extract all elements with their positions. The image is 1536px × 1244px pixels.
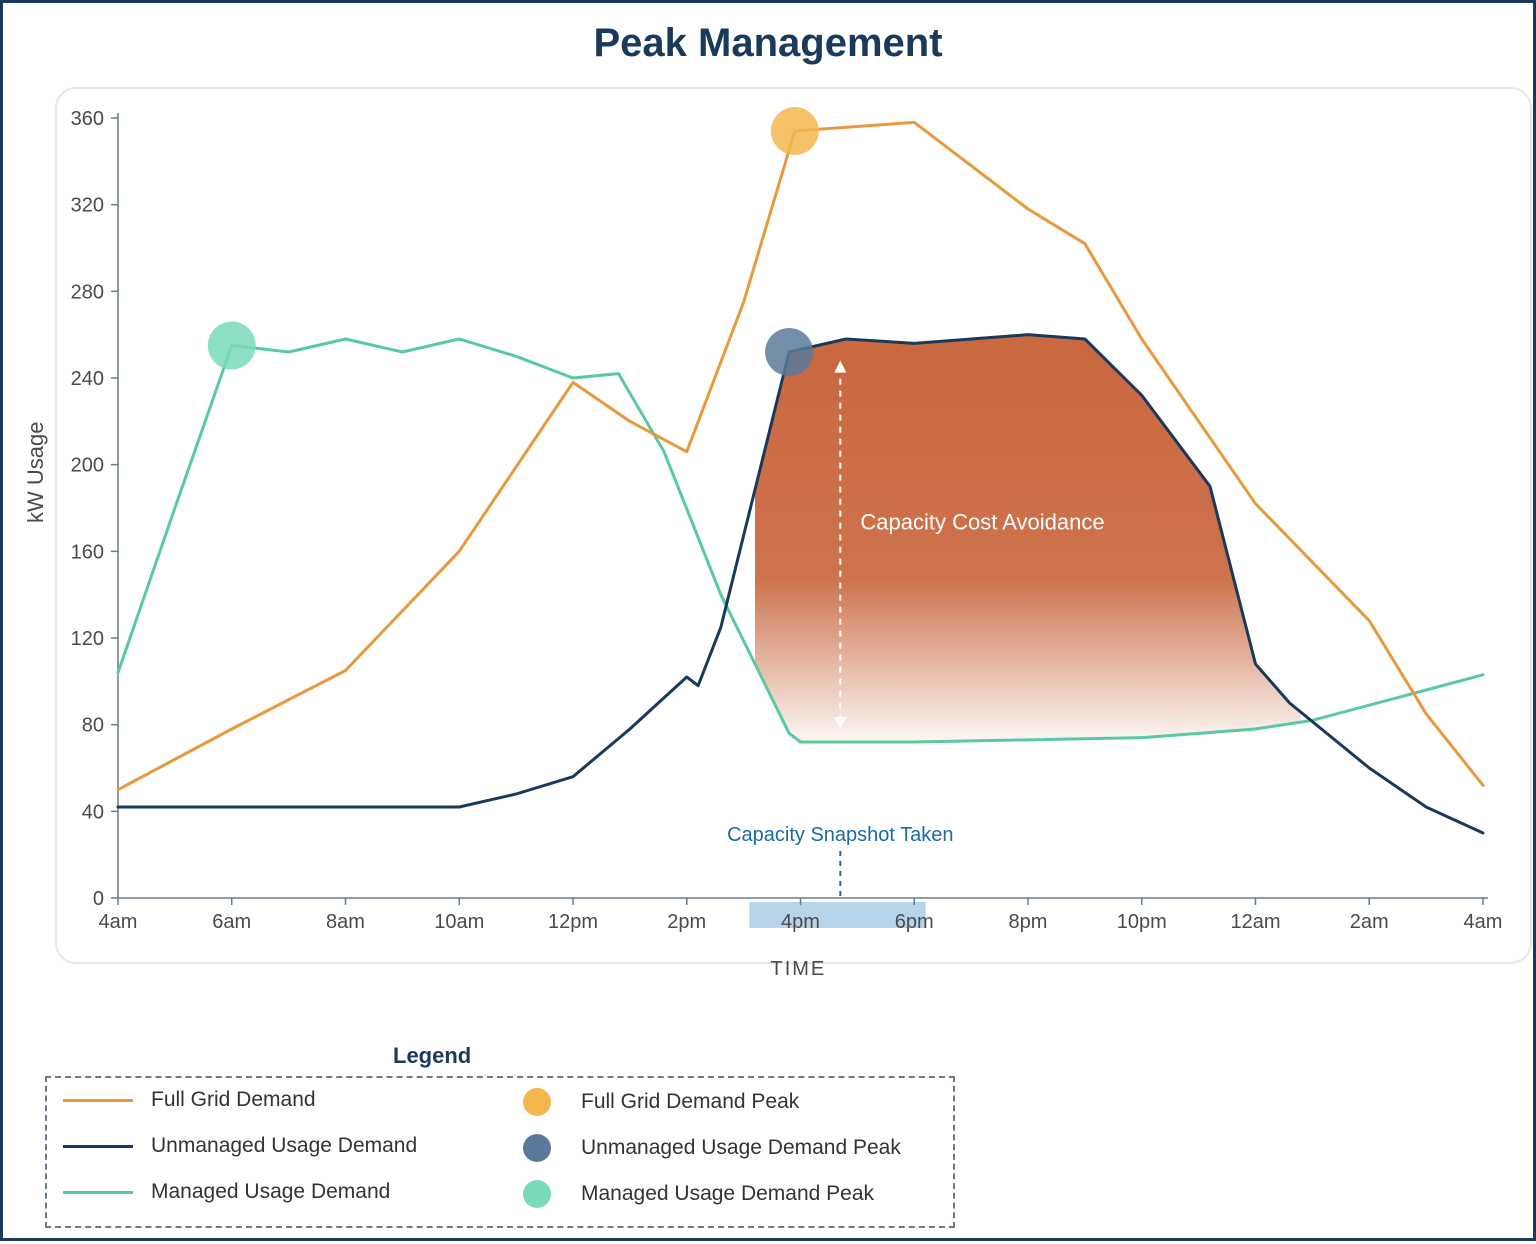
svg-text:6pm: 6pm: [895, 911, 934, 933]
legend-item: Managed Usage Demand: [63, 1180, 390, 1204]
svg-text:280: 280: [71, 281, 104, 303]
svg-text:12am: 12am: [1230, 911, 1280, 933]
svg-text:160: 160: [71, 541, 104, 563]
svg-text:12pm: 12pm: [548, 911, 598, 933]
svg-text:80: 80: [82, 715, 104, 737]
legend-label: Unmanaged Usage Demand: [151, 1134, 417, 1158]
legend-label: Full Grid Demand: [151, 1088, 316, 1112]
legend-line-swatch: [63, 1191, 133, 1194]
svg-text:4am: 4am: [99, 911, 138, 933]
svg-text:8am: 8am: [326, 911, 365, 933]
legend-item: Unmanaged Usage Demand Peak: [515, 1134, 901, 1162]
legend-label: Unmanaged Usage Demand Peak: [581, 1136, 901, 1160]
legend-label: Full Grid Demand Peak: [581, 1090, 799, 1114]
svg-text:10am: 10am: [434, 911, 484, 933]
legend-item: Full Grid Demand: [63, 1088, 316, 1112]
peak-management-chart: 0 40 80 120 160 200 240 280 320 360 4am 6am 8am 10am 1…: [3, 3, 1536, 1244]
avoidance-label: Capacity Cost Avoidance: [860, 510, 1104, 535]
legend-item: Full Grid Demand Peak: [515, 1088, 799, 1116]
svg-text:2pm: 2pm: [667, 911, 706, 933]
legend-line-swatch: [63, 1145, 133, 1148]
capacity-cost-avoidance-area: [755, 335, 1301, 742]
legend-label: Managed Usage Demand Peak: [581, 1182, 874, 1206]
svg-text:10pm: 10pm: [1117, 911, 1167, 933]
x-axis-label: TIME: [771, 958, 827, 981]
capacity-snapshot-label: Capacity Snapshot Taken: [700, 824, 980, 847]
svg-text:8pm: 8pm: [1009, 911, 1048, 933]
svg-text:0: 0: [93, 888, 104, 910]
legend-title: Legend: [393, 1043, 471, 1069]
legend-dot-swatch: [523, 1134, 551, 1162]
svg-text:6am: 6am: [212, 911, 251, 933]
svg-text:240: 240: [71, 368, 104, 390]
svg-text:4pm: 4pm: [781, 911, 820, 933]
unmanaged-peak-marker: [765, 328, 813, 376]
svg-text:4am: 4am: [1464, 911, 1503, 933]
svg-text:360: 360: [71, 108, 104, 130]
svg-text:2am: 2am: [1350, 911, 1389, 933]
legend-item: Unmanaged Usage Demand: [63, 1134, 417, 1158]
legend-line-swatch: [63, 1099, 133, 1102]
legend-item: Managed Usage Demand Peak: [515, 1180, 874, 1208]
full_grid-peak-marker: [771, 107, 819, 155]
svg-text:40: 40: [82, 801, 104, 823]
legend-dot-swatch: [523, 1180, 551, 1208]
svg-text:320: 320: [71, 195, 104, 217]
svg-text:120: 120: [71, 628, 104, 650]
managed-peak-marker: [208, 322, 256, 370]
chart-frame: Peak Management kW Usage 040801201602002…: [0, 0, 1536, 1241]
legend-dot-swatch: [523, 1088, 551, 1116]
svg-text:200: 200: [71, 455, 104, 477]
legend-label: Managed Usage Demand: [151, 1180, 390, 1204]
